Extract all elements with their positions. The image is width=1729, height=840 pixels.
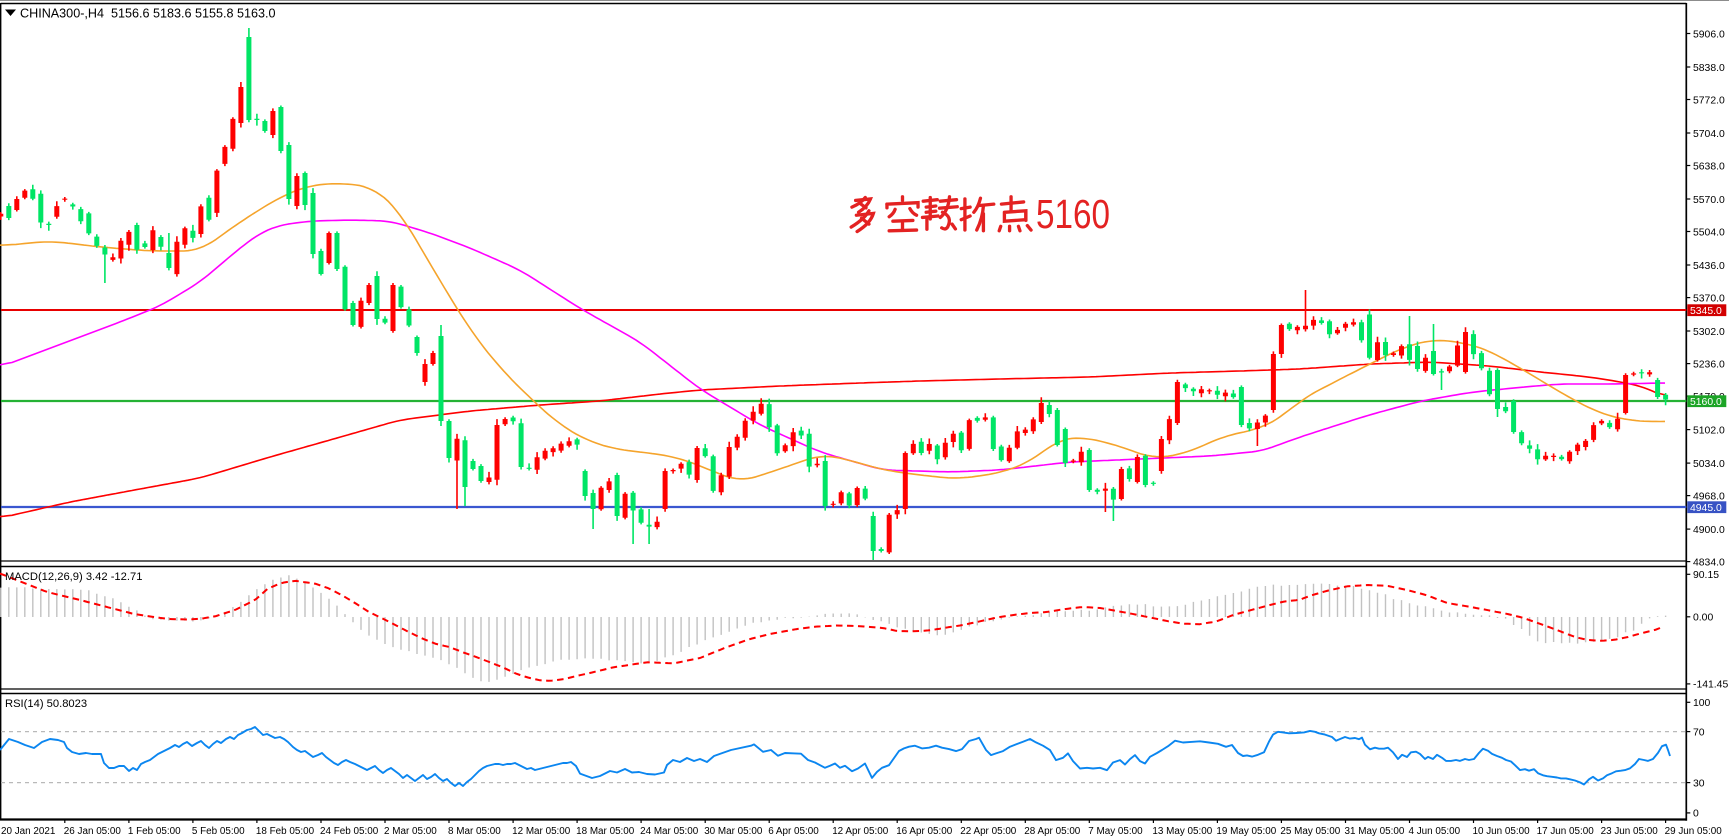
svg-text:2 Mar 05:00: 2 Mar 05:00: [384, 826, 437, 837]
svg-text:12 Mar 05:00: 12 Mar 05:00: [512, 826, 571, 837]
svg-text:5 Feb 05:00: 5 Feb 05:00: [192, 826, 245, 837]
svg-text:24 Feb 05:00: 24 Feb 05:00: [320, 826, 379, 837]
svg-text:26 Jan 05:00: 26 Jan 05:00: [64, 826, 122, 837]
svg-text:4900.0: 4900.0: [1693, 525, 1725, 536]
svg-text:19 May 05:00: 19 May 05:00: [1216, 826, 1276, 837]
svg-text:25 May 05:00: 25 May 05:00: [1280, 826, 1340, 837]
svg-text:MACD(12,26,9) 3.42 -12.71: MACD(12,26,9) 3.42 -12.71: [5, 571, 142, 583]
svg-text:5436.0: 5436.0: [1693, 261, 1725, 272]
svg-text:5772.0: 5772.0: [1693, 95, 1725, 106]
svg-text:CHINA300-,H4 5156.6 5183.6 51: CHINA300-,H4 5156.6 5183.6 5155.8 5163.0: [20, 7, 276, 21]
svg-text:30: 30: [1693, 778, 1705, 789]
svg-text:5838.0: 5838.0: [1693, 63, 1725, 74]
svg-text:5302.0: 5302.0: [1693, 327, 1725, 338]
svg-text:5906.0: 5906.0: [1693, 29, 1725, 40]
svg-text:12 Apr 05:00: 12 Apr 05:00: [832, 826, 889, 837]
svg-text:24 Mar 05:00: 24 Mar 05:00: [640, 826, 699, 837]
svg-text:0.00: 0.00: [1693, 613, 1713, 624]
svg-text:5570.0: 5570.0: [1693, 195, 1725, 206]
svg-text:4945.0: 4945.0: [1690, 503, 1722, 514]
svg-text:70: 70: [1693, 727, 1705, 738]
svg-text:4 Jun 05:00: 4 Jun 05:00: [1409, 826, 1461, 837]
svg-text:5504.0: 5504.0: [1693, 227, 1725, 238]
svg-text:31 May 05:00: 31 May 05:00: [1345, 826, 1405, 837]
svg-text:18 Feb 05:00: 18 Feb 05:00: [256, 826, 315, 837]
svg-text:20 Jan 2021: 20 Jan 2021: [1, 826, 56, 837]
svg-text:13 May 05:00: 13 May 05:00: [1152, 826, 1212, 837]
svg-text:5370.0: 5370.0: [1693, 293, 1725, 304]
svg-text:0: 0: [1693, 809, 1699, 820]
svg-text:90.15: 90.15: [1693, 570, 1719, 581]
svg-text:30 Mar 05:00: 30 Mar 05:00: [704, 826, 763, 837]
svg-text:10 Jun 05:00: 10 Jun 05:00: [1473, 826, 1531, 837]
svg-text:5160.0: 5160.0: [1690, 397, 1722, 408]
svg-text:5102.0: 5102.0: [1693, 425, 1725, 436]
svg-text:7 May 05:00: 7 May 05:00: [1088, 826, 1143, 837]
svg-text:100: 100: [1693, 698, 1711, 709]
svg-text:18 Mar 05:00: 18 Mar 05:00: [576, 826, 635, 837]
svg-text:17 Jun 05:00: 17 Jun 05:00: [1537, 826, 1595, 837]
svg-text:5704.0: 5704.0: [1693, 129, 1725, 140]
svg-text:5034.0: 5034.0: [1693, 459, 1725, 470]
svg-text:28 Apr 05:00: 28 Apr 05:00: [1024, 826, 1081, 837]
svg-text:1 Feb 05:00: 1 Feb 05:00: [128, 826, 181, 837]
svg-text:-141.45: -141.45: [1693, 680, 1728, 691]
svg-text:5638.0: 5638.0: [1693, 161, 1725, 172]
svg-text:29 Jun 05:00: 29 Jun 05:00: [1665, 826, 1723, 837]
svg-text:16 Apr 05:00: 16 Apr 05:00: [896, 826, 953, 837]
svg-text:5345.0: 5345.0: [1690, 306, 1722, 317]
svg-text:4834.0: 4834.0: [1693, 557, 1725, 568]
svg-text:22 Apr 05:00: 22 Apr 05:00: [960, 826, 1017, 837]
svg-text:8 Mar 05:00: 8 Mar 05:00: [448, 826, 501, 837]
svg-text:RSI(14) 50.8023: RSI(14) 50.8023: [5, 698, 87, 710]
svg-text:4968.0: 4968.0: [1693, 491, 1725, 502]
svg-text:5236.0: 5236.0: [1693, 359, 1725, 370]
svg-text:5160: 5160: [1036, 191, 1110, 237]
svg-text:23 Jun 05:00: 23 Jun 05:00: [1601, 826, 1659, 837]
svg-text:6 Apr 05:00: 6 Apr 05:00: [768, 826, 819, 837]
